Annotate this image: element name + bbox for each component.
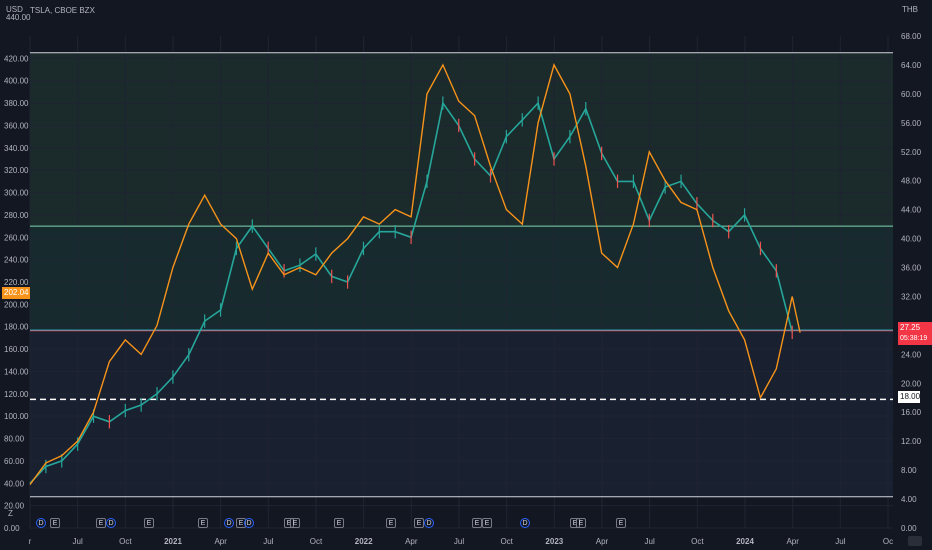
right-axis-tick: 60.00	[901, 90, 922, 99]
event-badge-dividend[interactable]: D	[244, 518, 254, 528]
right-axis-tick: 48.00	[901, 177, 922, 186]
right-axis-tick: 64.00	[901, 61, 922, 70]
tradingview-logo-icon[interactable]	[908, 536, 922, 546]
left-axis-tick: 180.00	[4, 323, 29, 332]
right-axis-tick: 24.00	[901, 350, 922, 359]
x-axis-tick: Oct	[310, 537, 323, 546]
event-badge-earnings[interactable]: E	[50, 518, 60, 528]
right-countdown-tag: 05:38:19	[898, 333, 932, 345]
left-axis-tick: 160.00	[4, 345, 29, 354]
zone-upper	[30, 52, 893, 227]
left-axis-tick: 140.00	[4, 367, 29, 376]
right-axis-tick: 8.00	[901, 466, 917, 475]
left-axis-top-tick: 440.00	[6, 13, 31, 22]
event-badge-earnings[interactable]: E	[616, 518, 626, 528]
zone-lower	[30, 330, 893, 497]
left-axis-tick: 260.00	[4, 233, 29, 242]
event-badge-earnings[interactable]: E	[334, 518, 344, 528]
x-axis-tick: 2024	[736, 537, 754, 546]
right-axis-tick: 0.00	[901, 524, 917, 533]
right-axis-tick: 20.00	[901, 379, 922, 388]
x-axis-tick: Apr	[405, 537, 418, 546]
x-axis-tick: Apr	[786, 537, 799, 546]
right-axis-tick: 44.00	[901, 206, 922, 215]
event-badge-dividend[interactable]: D	[36, 518, 46, 528]
left-axis-tick: 400.00	[4, 77, 29, 86]
event-badge-earnings[interactable]: E	[290, 518, 300, 528]
right-price-tag: 27.25	[898, 322, 932, 334]
event-badge-dividend[interactable]: D	[224, 518, 234, 528]
event-badge-earnings[interactable]: E	[576, 518, 586, 528]
x-axis-tick: Jul	[73, 537, 83, 546]
left-axis-tick: 380.00	[4, 99, 29, 108]
right-axis-unit: THB	[902, 5, 918, 14]
left-axis-tick: 20.00	[4, 502, 25, 511]
right-axis-tick: 68.00	[901, 32, 922, 41]
right-dashed-level-tag: 18.00	[898, 391, 921, 403]
x-axis-tick: Oc	[883, 537, 893, 546]
left-axis-tick: 120.00	[4, 390, 29, 399]
left-axis-tick: 420.00	[4, 54, 29, 63]
x-axis-tick: r	[29, 537, 32, 546]
x-axis-tick: 2023	[545, 537, 563, 546]
event-badge-earnings[interactable]: E	[414, 518, 424, 528]
event-badge-dividend[interactable]: D	[520, 518, 530, 528]
zoom-z-label[interactable]: Z	[8, 509, 13, 518]
left-axis-tick: 40.00	[4, 479, 25, 488]
left-axis-tick: 240.00	[4, 256, 29, 265]
event-badge-earnings[interactable]: E	[482, 518, 492, 528]
left-axis-tick: 60.00	[4, 457, 25, 466]
left-axis-tick: 80.00	[4, 435, 25, 444]
right-axis-tick: 52.00	[901, 148, 922, 157]
x-axis-tick: Jul	[454, 537, 464, 546]
right-axis-tick: 4.00	[901, 495, 917, 504]
left-axis-tick: 200.00	[4, 300, 29, 309]
left-axis-tick: 320.00	[4, 166, 29, 175]
x-axis-tick: Oct	[119, 537, 132, 546]
event-badge-earnings[interactable]: E	[284, 518, 294, 528]
x-axis-tick: Jul	[263, 537, 273, 546]
x-axis-tick: Oct	[500, 537, 513, 546]
symbol-title[interactable]: TSLA, CBOE BZX	[30, 6, 95, 15]
right-axis-tick: 56.00	[901, 119, 922, 128]
zone-middle	[30, 226, 893, 331]
left-axis-tick: 100.00	[4, 412, 29, 421]
series-line-orange	[29, 63, 801, 486]
event-badge-earnings[interactable]: E	[198, 518, 208, 528]
x-axis-tick: Jul	[645, 537, 655, 546]
event-badge-earnings[interactable]: E	[144, 518, 154, 528]
left-axis-tick: 300.00	[4, 189, 29, 198]
x-axis-tick: Apr	[214, 537, 227, 546]
left-axis-unit: USD	[6, 5, 23, 14]
x-axis-tick: Jul	[835, 537, 845, 546]
left-price-tag: 202.04	[2, 287, 30, 299]
event-badge-earnings[interactable]: E	[96, 518, 106, 528]
event-badge-earnings[interactable]: E	[570, 518, 580, 528]
left-axis-tick: 280.00	[4, 211, 29, 220]
left-axis-tick: 340.00	[4, 144, 29, 153]
right-axis-tick: 12.00	[901, 437, 922, 446]
x-axis-tick: 2021	[164, 537, 182, 546]
right-axis-tick: 40.00	[901, 235, 922, 244]
left-axis-tick: 360.00	[4, 121, 29, 130]
left-axis-tick: 0.00	[4, 524, 20, 533]
x-axis-tick: Oct	[691, 537, 704, 546]
right-axis-tick: 36.00	[901, 264, 922, 273]
event-badge-earnings[interactable]: E	[386, 518, 396, 528]
x-axis-tick: Apr	[596, 537, 609, 546]
event-badge-dividend[interactable]: D	[424, 518, 434, 528]
right-axis-tick: 32.00	[901, 292, 922, 301]
right-axis-tick: 16.00	[901, 408, 922, 417]
left-axis-tick: 220.00	[4, 278, 29, 287]
event-badge-earnings[interactable]: E	[472, 518, 482, 528]
event-badge-dividend[interactable]: D	[106, 518, 116, 528]
x-axis-tick: 2022	[355, 537, 373, 546]
